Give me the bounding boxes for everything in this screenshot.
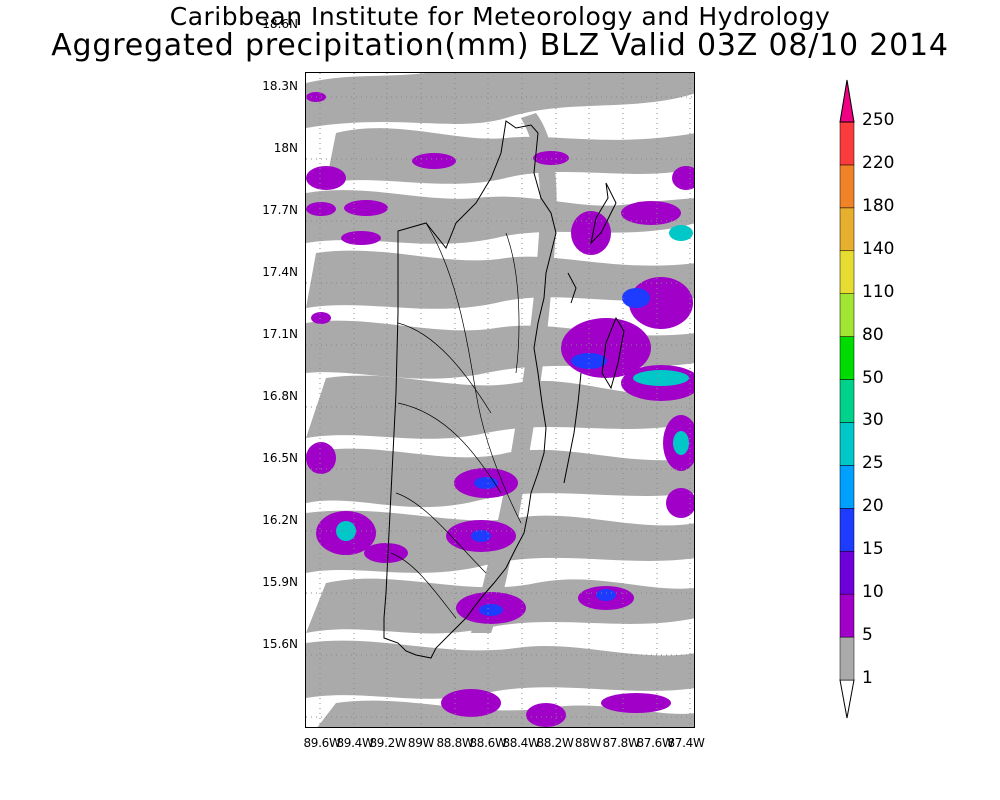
lon-label: 89.4W bbox=[336, 736, 374, 750]
lat-label: 15.6N bbox=[262, 637, 298, 651]
map-canvas bbox=[306, 73, 694, 727]
lat-label: 16.5N bbox=[262, 451, 298, 465]
lon-label: 89.2W bbox=[369, 736, 407, 750]
lat-label: 16.8N bbox=[262, 389, 298, 403]
color-bar-box bbox=[839, 250, 855, 294]
lat-label: 15.9N bbox=[262, 575, 298, 589]
color-bar-level-label: 25 bbox=[862, 453, 884, 474]
lon-label: 89.6W bbox=[303, 736, 341, 750]
color-bar-box bbox=[839, 379, 855, 423]
precipitation-map bbox=[305, 72, 695, 728]
lat-label: 16.2N bbox=[262, 513, 298, 527]
lat-label: 17.1N bbox=[262, 327, 298, 341]
color-bar-box bbox=[839, 164, 855, 209]
lon-label: 87.6W bbox=[636, 736, 674, 750]
color-bar-level-label: 15 bbox=[862, 539, 884, 560]
lon-label: 89W bbox=[407, 736, 435, 750]
color-bar-box bbox=[839, 293, 855, 337]
color-bar-level-label: 50 bbox=[862, 367, 884, 388]
product-title: Aggregated precipitation(mm) BLZ Valid 0… bbox=[51, 28, 949, 63]
lat-label: 18.3N bbox=[262, 79, 298, 93]
lat-label: 18.6N bbox=[262, 17, 298, 31]
lon-label: 88.4W bbox=[502, 736, 540, 750]
lon-label: 88.8W bbox=[436, 736, 474, 750]
color-bar-level-label: 110 bbox=[862, 281, 895, 302]
lon-label: 88W bbox=[574, 736, 602, 750]
color-bar-low-arrow bbox=[839, 679, 855, 719]
lon-label: 88.2W bbox=[536, 736, 574, 750]
color-bar-level-label: 250 bbox=[862, 110, 895, 130]
color-bar-level-label: 80 bbox=[862, 324, 884, 345]
color-bar-level-label: 20 bbox=[862, 496, 884, 517]
color-bar-level-label: 140 bbox=[862, 238, 895, 259]
color-bar-high-arrow bbox=[839, 79, 855, 123]
color-bar-box bbox=[839, 207, 855, 252]
color-bar-box bbox=[839, 336, 855, 380]
color-bar-level-label: 220 bbox=[862, 152, 895, 173]
lon-label: 87.4W bbox=[667, 736, 705, 750]
lat-label: 17.7N bbox=[262, 203, 298, 217]
color-bar-box bbox=[839, 465, 855, 509]
lon-label: 87.8W bbox=[602, 736, 640, 750]
color-bar-level-label: 10 bbox=[862, 582, 884, 603]
color-bar-level-label: 5 bbox=[862, 625, 873, 646]
color-bar-box bbox=[839, 422, 855, 466]
lat-label: 17.4N bbox=[262, 265, 298, 279]
precip-cells-moderate bbox=[306, 92, 694, 727]
country-outline bbox=[383, 120, 625, 659]
color-bar-box bbox=[839, 121, 855, 166]
graticule bbox=[306, 73, 694, 727]
lon-label: 88.6W bbox=[469, 736, 507, 750]
color-bar-level-label: 1 bbox=[862, 668, 873, 688]
precip-cells-heavy bbox=[336, 225, 693, 616]
color-bar-box bbox=[839, 593, 855, 638]
precip-band-light bbox=[306, 73, 694, 727]
color-bar-box bbox=[839, 508, 855, 552]
color-bar-box bbox=[839, 550, 855, 595]
color-bar-level-label: 180 bbox=[862, 195, 895, 216]
lat-label: 18N bbox=[273, 141, 298, 155]
color-bar-level-label: 30 bbox=[862, 410, 884, 431]
institute-title: Caribbean Institute for Meteorology and … bbox=[169, 2, 831, 31]
color-bar-box bbox=[839, 636, 855, 681]
